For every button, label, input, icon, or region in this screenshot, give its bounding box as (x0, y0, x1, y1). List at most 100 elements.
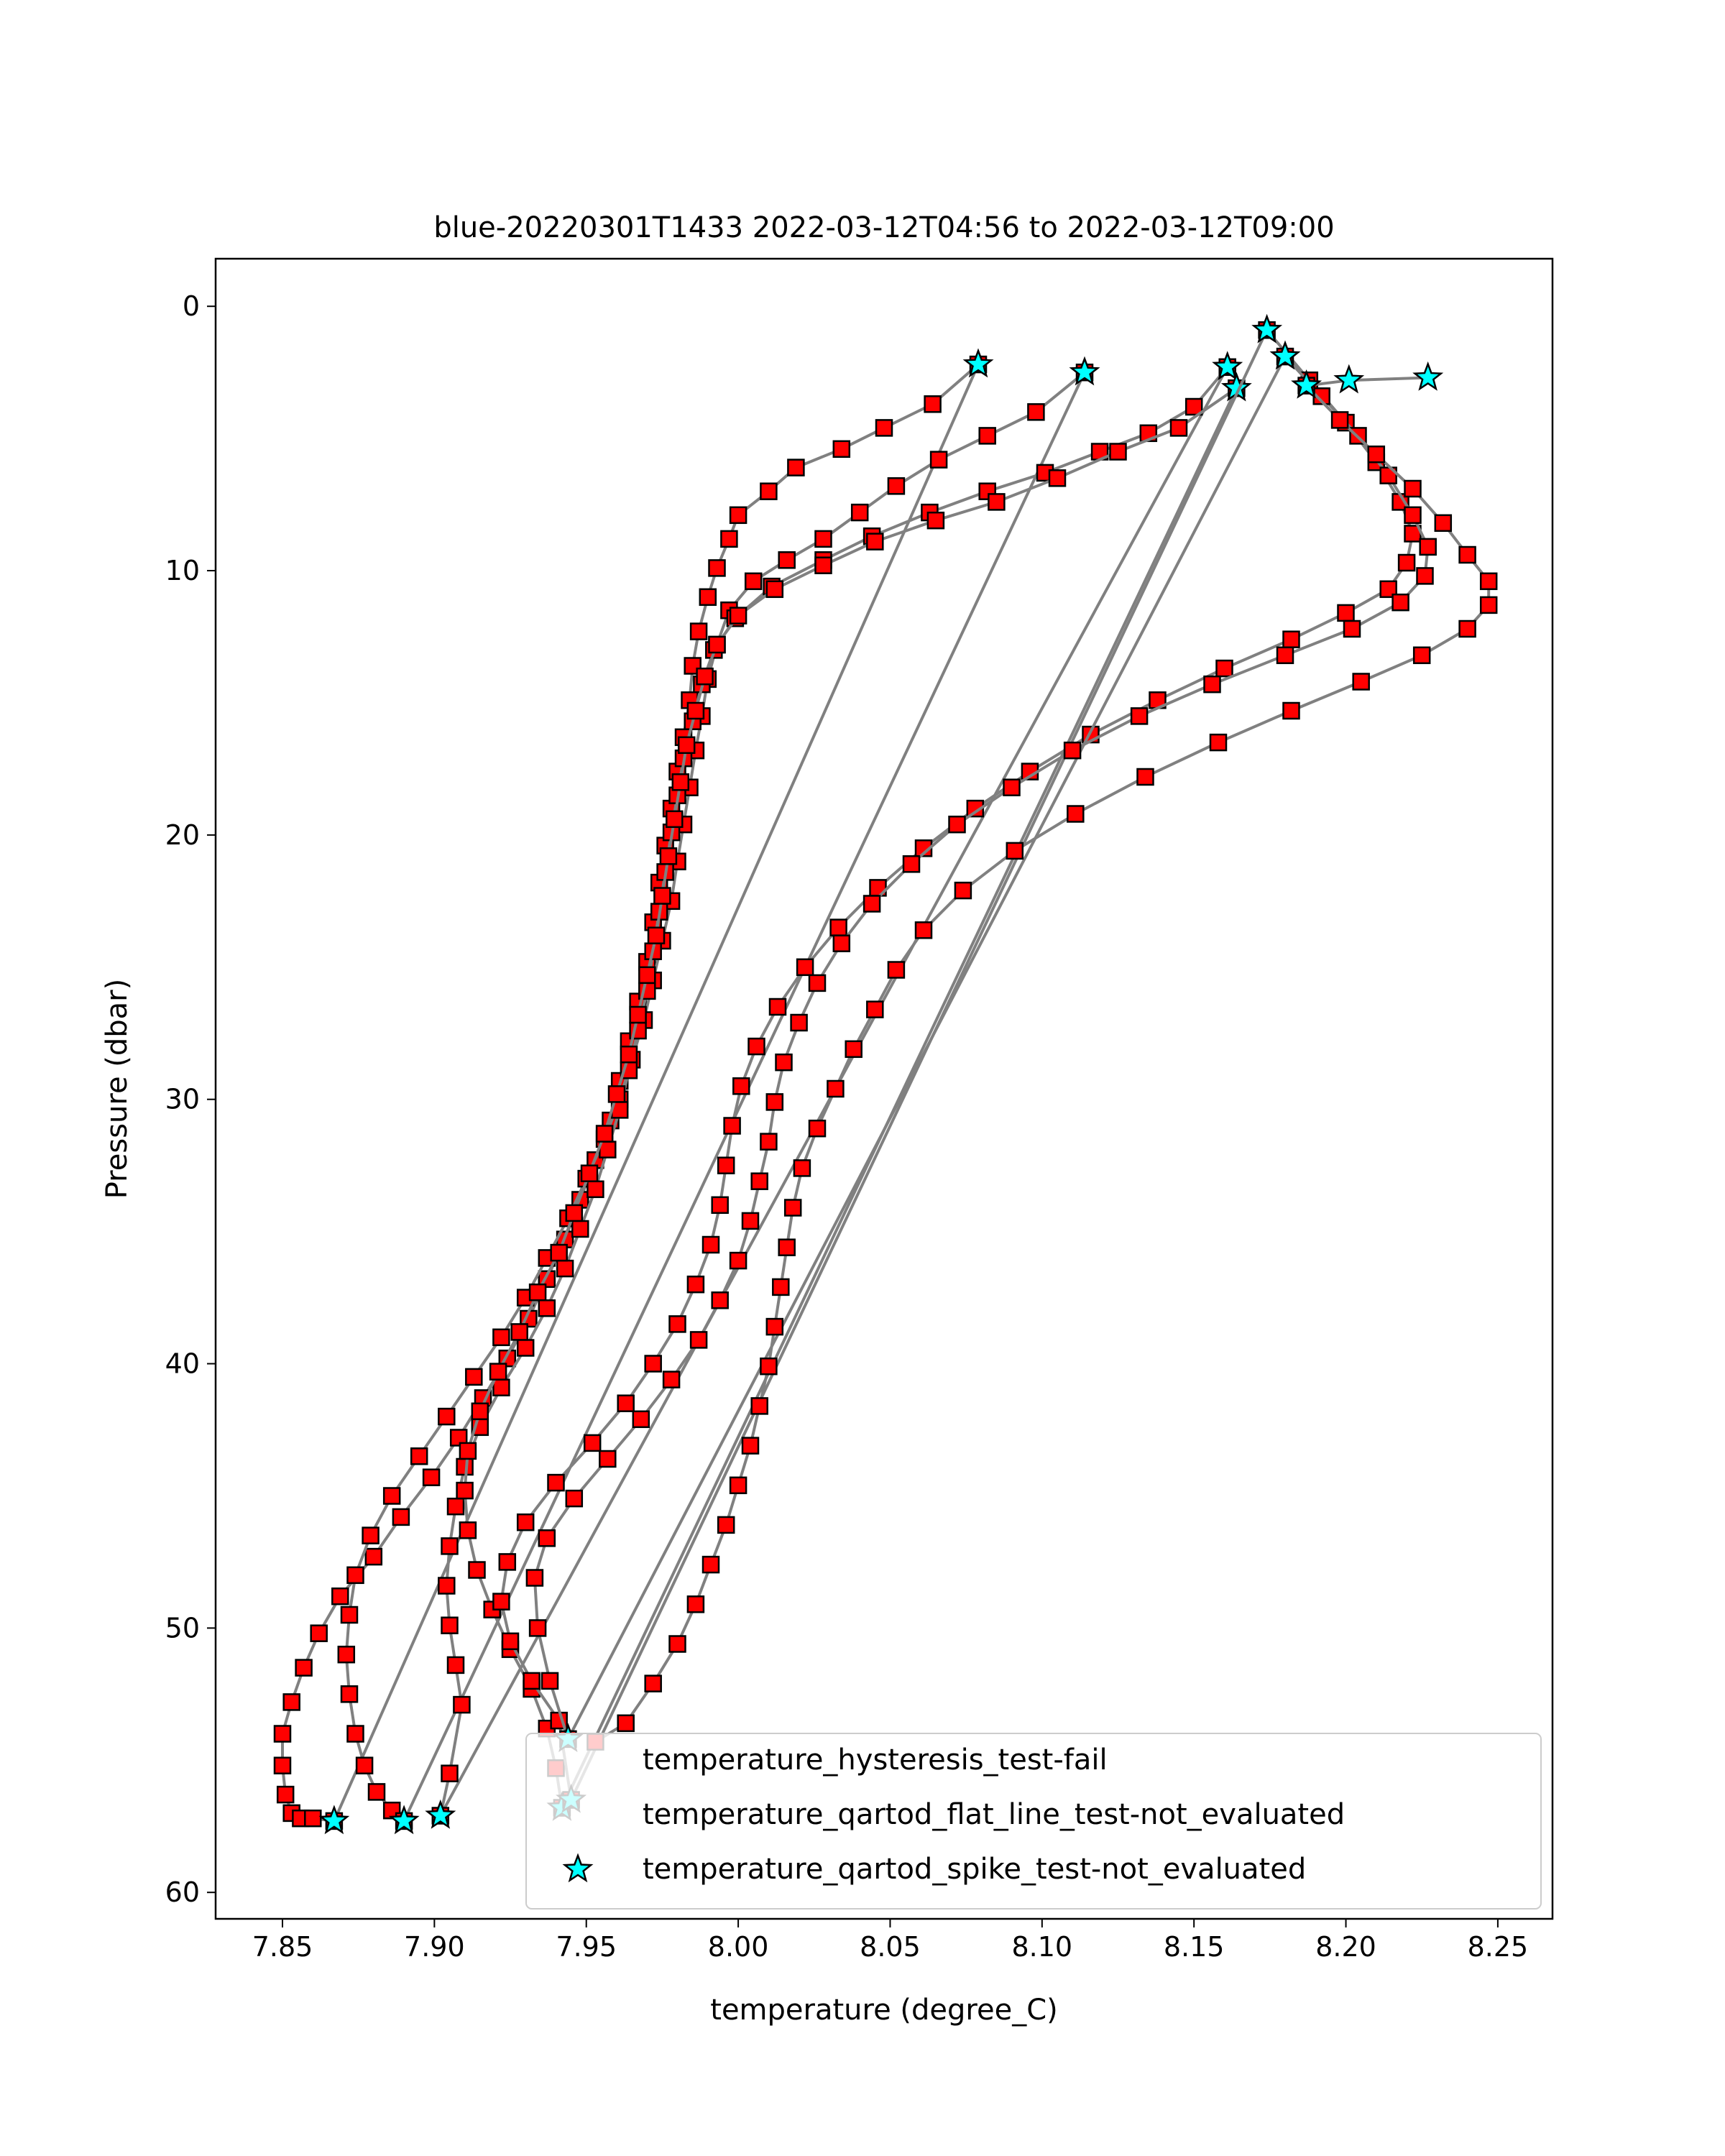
data-point (954, 881, 972, 900)
data-point (748, 1037, 765, 1056)
x-tick-label: 7.85 (252, 1931, 313, 1963)
y-tick-label: 0 (183, 290, 200, 322)
y-tick-label: 30 (165, 1084, 200, 1115)
x-tick-label: 7.90 (404, 1931, 465, 1963)
data-point (1003, 778, 1021, 796)
data-point (1352, 673, 1370, 691)
data-point (732, 1077, 750, 1095)
data-point (988, 493, 1006, 511)
data-point (783, 1199, 802, 1217)
data-point (498, 1553, 517, 1571)
data-point (595, 1125, 614, 1143)
y-axis-label: Pressure (dbar) (101, 979, 134, 1199)
data-point (276, 1785, 295, 1804)
data-point (814, 530, 832, 548)
data-point (304, 1809, 322, 1828)
data-point (729, 607, 748, 625)
data-point (1458, 619, 1476, 638)
data-point (547, 1473, 565, 1492)
data-point (696, 667, 714, 686)
data-point (862, 895, 881, 913)
data-point (441, 1537, 459, 1555)
data-point (1063, 741, 1082, 760)
data-point (620, 1045, 638, 1064)
spike-not-evaluated-point (1069, 356, 1100, 386)
series-6 (525, 340, 1437, 1753)
data-point (453, 1695, 471, 1714)
data-point (765, 1093, 784, 1111)
data-point (364, 1547, 383, 1566)
data-point (355, 1756, 374, 1774)
data-point (689, 1331, 708, 1349)
data-point (1169, 419, 1188, 437)
data-point (778, 1238, 796, 1256)
x-tick-label: 8.00 (708, 1931, 769, 1963)
x-tick-label: 8.20 (1315, 1931, 1376, 1963)
data-point (686, 1595, 705, 1613)
data-point (1067, 805, 1085, 823)
data-point (729, 1476, 748, 1495)
y-axis: 0 10 20 30 40 50 60 (165, 290, 216, 1908)
series-1 (273, 348, 994, 1835)
data-point (1203, 675, 1221, 694)
data-point (1215, 659, 1233, 678)
x-axis-label: temperature (degree_C) (710, 1994, 1057, 2027)
data-point (340, 1606, 359, 1624)
data-point (1458, 545, 1476, 564)
series-2 (337, 356, 1100, 1835)
data-point (793, 1159, 811, 1177)
data-point (538, 1299, 556, 1317)
data-point (1479, 596, 1498, 614)
spike-not-evaluated-point (388, 1805, 420, 1835)
data-point (729, 1251, 748, 1270)
data-point (617, 1714, 635, 1733)
data-point (760, 482, 778, 500)
data-point (1276, 646, 1294, 665)
legend-star-marker (562, 1853, 594, 1883)
data-point (1479, 572, 1498, 591)
data-point (887, 477, 906, 495)
x-axis: 7.85 7.90 7.95 8.00 8.05 8.10 8.15 8.20 8.25 (252, 1919, 1528, 1963)
series-1-surface-line (333, 364, 980, 1822)
data-point (525, 1569, 544, 1587)
data-point (787, 459, 805, 476)
data-point (765, 580, 784, 599)
data-point (340, 1685, 359, 1703)
data-point (571, 1220, 589, 1238)
data-point (808, 974, 827, 992)
spike-not-evaluated-point (1269, 340, 1301, 370)
data-point (1027, 403, 1045, 421)
data-point (717, 1516, 735, 1534)
data-point (668, 1635, 686, 1653)
data-point (632, 1410, 650, 1429)
data-point (926, 511, 945, 530)
legend-star-icon (562, 1853, 594, 1883)
data-point (829, 918, 847, 936)
series-2-surface-line (402, 372, 1086, 1822)
data-point (607, 1085, 626, 1103)
y-tick-label: 10 (165, 555, 200, 586)
data-point (866, 1000, 884, 1018)
data-point (760, 1357, 778, 1376)
data-point (832, 934, 851, 952)
spike-not-evaluated-point (1333, 364, 1365, 394)
data-point (638, 966, 656, 985)
data-point (1419, 538, 1437, 556)
data-point (1282, 630, 1300, 648)
data-point (662, 1370, 681, 1388)
data-point (924, 395, 942, 413)
data-point (465, 1368, 483, 1386)
data-point (331, 1587, 349, 1606)
data-point (441, 1616, 459, 1634)
data-point (1130, 707, 1149, 725)
data-point (510, 1323, 528, 1341)
data-point (702, 1235, 720, 1254)
data-point (760, 1133, 778, 1151)
data-point (708, 635, 726, 654)
data-point (346, 1566, 364, 1585)
y-tick-label: 50 (165, 1612, 200, 1644)
data-point (827, 1079, 845, 1098)
data-point (659, 847, 678, 865)
series-7 (586, 361, 1498, 1751)
